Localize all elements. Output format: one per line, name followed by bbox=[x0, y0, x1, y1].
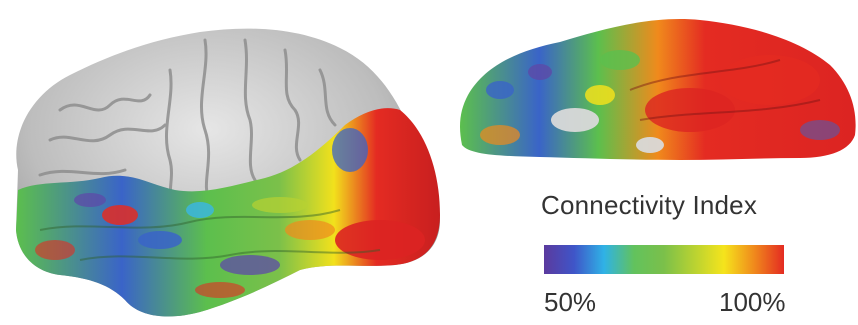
medial-color-patches bbox=[480, 50, 840, 153]
medial-brain-view bbox=[460, 19, 856, 160]
lateral-brain-view bbox=[16, 28, 440, 317]
colorbar-min-label: 50% bbox=[544, 287, 597, 317]
lateral-color-patches bbox=[35, 128, 425, 298]
colorbar bbox=[544, 245, 784, 274]
lateral-colored-region bbox=[16, 108, 440, 317]
colorbar-max-label: 100% bbox=[719, 287, 786, 317]
legend-title: Connectivity Index bbox=[541, 190, 758, 220]
